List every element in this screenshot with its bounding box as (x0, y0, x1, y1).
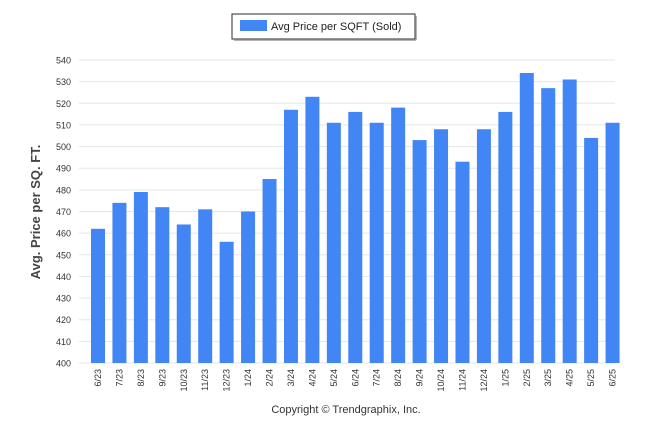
bar[interactable] (241, 211, 256, 364)
x-tick-label: 9/24 (415, 369, 425, 387)
y-tick-label: 450 (56, 250, 71, 260)
y-axis-label: Avg. Price per SQ. FT. (28, 145, 43, 280)
x-tick-label: 8/23 (136, 369, 146, 387)
copyright-text: Copyright © Trendgraphix, Inc. (271, 404, 420, 416)
y-tick-label: 430 (56, 294, 71, 304)
x-tick-label: 2/24 (265, 369, 275, 387)
y-tick-label: 520 (56, 99, 71, 109)
x-tick-label: 9/23 (157, 369, 167, 387)
bar[interactable] (412, 140, 427, 363)
bar[interactable] (112, 202, 127, 363)
y-tick-label: 410 (56, 337, 71, 347)
x-tick-label: 7/23 (114, 369, 124, 387)
x-tick-label: 3/24 (286, 369, 296, 387)
bar[interactable] (455, 161, 470, 363)
bar[interactable] (348, 111, 363, 363)
x-tick-label: 11/24 (457, 369, 467, 391)
y-tick-label: 540 (56, 56, 71, 66)
x-tick-label: 6/24 (350, 369, 360, 387)
x-tick-label: 6/25 (608, 369, 618, 387)
bar[interactable] (91, 228, 105, 363)
x-tick-label: 4/25 (565, 369, 575, 387)
x-tick-label: 11/23 (200, 369, 210, 391)
bar[interactable] (219, 241, 234, 363)
bar[interactable] (176, 224, 191, 363)
bar[interactable] (283, 109, 298, 364)
y-tick-label: 420 (56, 315, 71, 325)
x-tick-label: 10/24 (436, 369, 446, 392)
bar[interactable] (434, 129, 449, 363)
bar[interactable] (562, 79, 577, 363)
x-tick-label: 2/25 (522, 369, 532, 387)
legend-swatch (240, 20, 267, 31)
bar[interactable] (605, 122, 620, 363)
x-tick-label: 4/24 (307, 369, 317, 387)
x-tick-label: 5/25 (586, 369, 596, 387)
legend-label: Avg Price per SQFT (Sold) (271, 21, 401, 33)
x-tick-labels: 6/23 7/23 8/23 9/23 10/23 11/23 12/23 1/24 2/24 3… (93, 369, 618, 392)
x-tick-label: 6/23 (93, 369, 103, 387)
bars (91, 72, 620, 364)
y-tick-label: 530 (56, 77, 71, 87)
x-tick-label: 7/24 (372, 369, 382, 387)
y-tick-label: 510 (56, 120, 71, 130)
legend: Avg Price per SQFT (Sold) (231, 13, 417, 41)
bar[interactable] (198, 209, 213, 363)
bar[interactable] (391, 107, 406, 363)
y-tick-label: 400 (56, 359, 71, 369)
x-tick-label: 10/23 (179, 369, 189, 392)
bar[interactable] (133, 192, 148, 363)
bar[interactable] (498, 111, 513, 363)
x-tick-label: 12/23 (222, 369, 232, 392)
bar[interactable] (326, 122, 341, 363)
bar[interactable] (369, 122, 384, 363)
x-tick-label: 1/24 (243, 369, 253, 387)
y-tick-label: 460 (56, 229, 71, 239)
x-tick-label: 3/25 (543, 369, 553, 387)
x-tick-label: 8/24 (393, 369, 403, 387)
y-tick-label: 470 (56, 207, 71, 217)
x-tick-label: 12/24 (479, 369, 489, 392)
x-tick-label: 1/25 (500, 369, 510, 387)
bar[interactable] (262, 179, 277, 363)
x-tick-label: 5/24 (329, 369, 339, 387)
y-tick-label: 440 (56, 272, 71, 282)
y-tick-label: 490 (56, 164, 71, 174)
y-tick-label: 500 (56, 142, 71, 152)
bar[interactable] (305, 96, 320, 364)
y-tick-label: 480 (56, 185, 71, 195)
bar[interactable] (519, 72, 534, 363)
bar[interactable] (584, 137, 599, 363)
bar[interactable] (155, 207, 170, 363)
bar[interactable] (541, 88, 556, 363)
y-tick-labels: 400 410 420 430 440 450 460 470 480 490 500 510 520 5… (56, 56, 71, 369)
bar[interactable] (476, 129, 491, 363)
